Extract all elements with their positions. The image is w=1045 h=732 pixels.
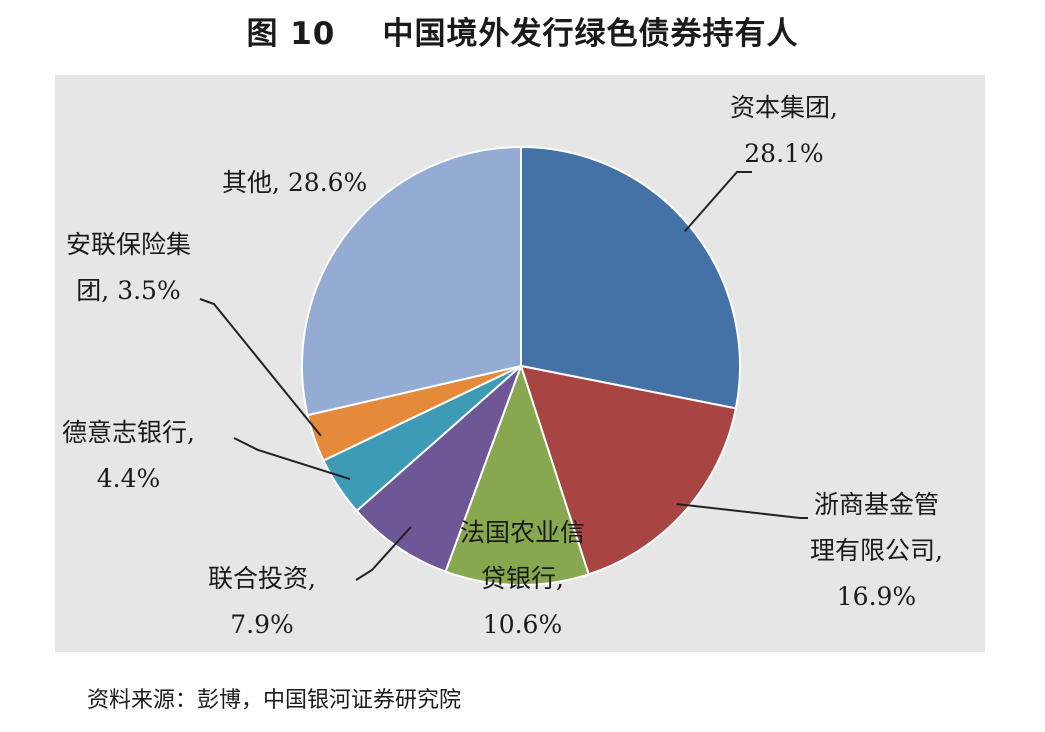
slice-label-line: 贷银行, <box>481 564 564 593</box>
slice-label-line: 联合投资, <box>208 564 316 593</box>
slice-label-allianz: 安联保险集 团, 3.5% <box>66 222 191 314</box>
slice-label-line: 德意志银行, <box>62 418 195 447</box>
leader-line-deutsche-bank <box>233 437 351 481</box>
slice-label-line: 浙商基金管 <box>813 490 939 519</box>
slice-label-capital-group: 资本集团, 28.1% <box>730 85 838 177</box>
leader-line-zheshang-fund <box>676 503 808 519</box>
pie-slice-union-investment <box>355 365 522 573</box>
slice-label-others: 其他, 28.6% <box>222 160 367 206</box>
pie-slice-zheshang-fund <box>519 364 738 576</box>
pie-slice-credit-agricole <box>444 362 590 586</box>
leader-line-capital-group <box>684 171 752 233</box>
pie-slices <box>301 145 741 586</box>
slice-label-union-investment: 联合投资, 7.9% <box>208 556 316 648</box>
slice-label-deutsche-bank: 德意志银行, 4.4% <box>62 410 195 502</box>
slice-label-line: 其他, 28.6% <box>222 168 368 197</box>
source-note: 资料来源：彭博，中国银河证券研究院 <box>87 688 462 713</box>
pie-slice-others <box>301 145 522 417</box>
slice-label-line: 28.1% <box>744 139 824 168</box>
slice-label-credit-agricole: 法国农业信 贷银行, 10.6% <box>460 510 585 648</box>
slice-label-line: 4.4% <box>96 464 161 493</box>
chart-title: 图 10 中国境外发行绿色债券持有人 <box>246 16 799 52</box>
slice-label-line: 10.6% <box>482 610 563 639</box>
leader-line-allianz <box>199 298 322 437</box>
pie-slice-capital-group <box>520 145 741 410</box>
slice-label-line: 法国农业信 <box>460 518 586 547</box>
slice-label-line: 团, 3.5% <box>76 276 181 305</box>
slice-label-line: 理有限公司, <box>810 536 943 565</box>
slice-label-line: 安联保险集 <box>66 230 192 259</box>
leader-line-union-investment <box>355 526 412 581</box>
slice-label-line: 7.9% <box>230 610 294 639</box>
slice-label-line: 16.9% <box>836 582 917 611</box>
leader-lines <box>199 171 808 581</box>
slice-label-line: 资本集团, <box>730 93 838 122</box>
slice-label-zheshang-fund: 浙商基金管 理有限公司, 16.9% <box>810 482 943 620</box>
